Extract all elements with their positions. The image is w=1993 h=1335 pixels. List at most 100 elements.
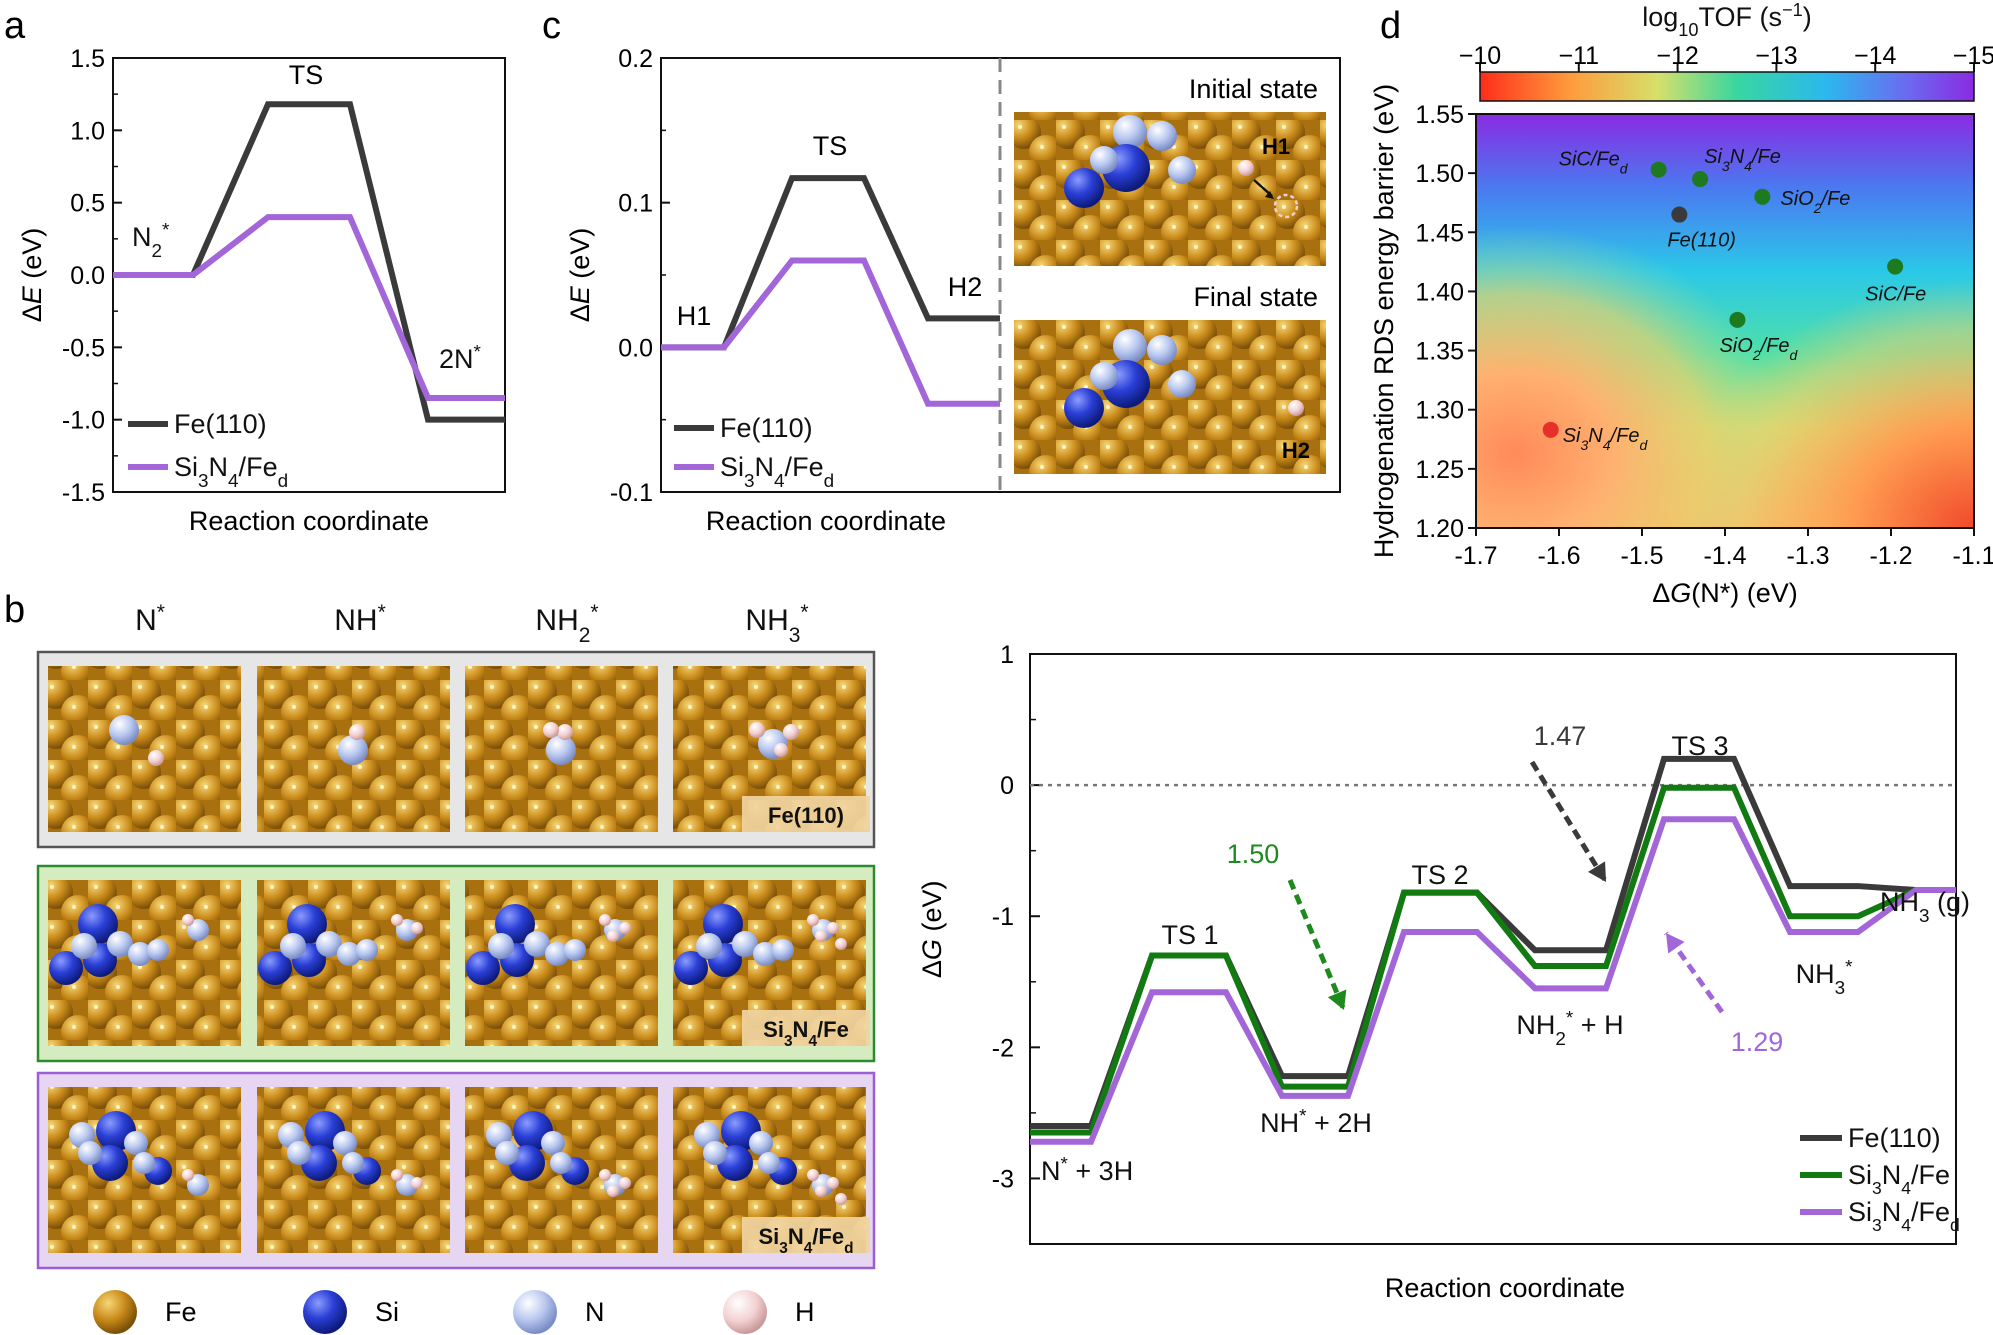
atom-h [607,1185,619,1197]
y-tick-label: 0 [1000,772,1014,800]
arrow-head [1265,191,1274,199]
state-label: TS 2 [1411,860,1468,890]
atom-n [356,939,378,961]
y-tick-label: -1.0 [62,407,105,435]
legend-atom-label: Si [375,1297,399,1327]
legend-atom-label: H [795,1297,815,1327]
atom-h [148,750,164,766]
panel-label-d: d [1380,5,1401,47]
y-tick-label: 0.5 [70,190,105,218]
colorbar-tick-label: −13 [1755,42,1797,70]
atom-h [807,1169,819,1181]
atom-si [49,951,83,985]
atom-n [187,919,209,941]
series-line-si3n4-fed [661,257,1000,407]
row-tag-box [742,1010,870,1046]
y-tick-label: 0.2 [618,45,653,73]
legend-atom-label: Fe [165,1297,197,1327]
atom-h [1288,400,1304,416]
atom-n [109,715,139,745]
atom-n [1113,115,1147,149]
atom-n [524,931,550,957]
atom-h [543,722,559,738]
atom-h [391,1169,403,1181]
atom-n [316,931,342,957]
state-label: NH* + 2H [1260,1106,1372,1139]
atom-n [772,939,794,961]
atom-h [619,922,631,934]
legend-atom-n [513,1290,557,1334]
scatter-point [1671,206,1688,223]
atom-n [1090,362,1118,390]
panel-b-free-energy-diagram: 1 0 -1 -2 -3 ΔG (eV) Reaction coordinate N* + 3… [917,641,1970,1303]
atom-n [342,1152,364,1174]
panel-c-energy-diagram: 0.2 0.1 0.0 -0.1 ΔE (eV) Reaction coordinate H… [565,45,1341,536]
y-tick-label: 1.40 [1415,278,1464,306]
colorbar-tick-label: −14 [1854,42,1897,70]
label-ts: TS [813,131,848,161]
series-line-si3n4-fe [1030,784,1956,1136]
atom-n [749,1131,773,1155]
legend-atom-si [303,1290,347,1334]
atom-h [827,1177,839,1189]
atom-h [182,914,194,926]
label-h2: H2 [1282,438,1310,463]
x-tick-label: -1.1 [1952,542,1993,570]
panel-d-scatter: log10TOF (s−1) −10 −11 −12 −13 −14 −15 -1.7 -1.6… [1369,0,1993,608]
point-label: SiC/Fe [1865,284,1926,306]
row-tag-box [742,1217,870,1253]
atom-h [607,930,619,942]
atom-n [337,942,361,966]
atom-h [749,722,765,738]
state-label: TS 3 [1671,731,1728,761]
point-label: SiC/Fed [1559,149,1629,177]
legend-label: Fe(110) [174,409,267,439]
y-tick-label: -2 [992,1034,1014,1062]
x-axis-title: ΔG(N*) (eV) [1652,578,1798,608]
atom-n [1113,329,1147,363]
atom-si [1064,168,1104,208]
scatter-point [1542,421,1559,438]
legend-atom-fe [93,1290,137,1334]
colorbar [1479,71,1975,102]
atom-n [107,931,133,957]
atom-n [564,939,586,961]
atom-n [1168,156,1196,184]
atom-si [674,951,708,985]
atom-n [1147,121,1177,151]
colorbar-tick-label: −12 [1656,42,1698,70]
atom-si [466,951,500,985]
colorbar-tick-label: −15 [1953,42,1993,70]
atom-h [827,922,839,934]
point-label: Fe(110) [1667,230,1736,252]
structure-row-si3n4-fe: Si3N4/Fe [36,864,876,1063]
atom-h [1238,160,1254,176]
atom-n [550,1152,572,1174]
barrier-label: 1.50 [1227,839,1280,869]
atom-h [807,914,819,926]
point-label: SiO2/Fe [1780,188,1850,216]
panel-label-b: b [4,589,25,631]
label-initial-state: H1 [677,301,712,331]
inset-final-state: Final state H2 [1014,280,1326,474]
row-tag: Si3N4/Fe [763,1017,849,1050]
arrow-head [1327,989,1347,1010]
barrier-label: 1.47 [1534,721,1587,751]
inset-title: Initial state [1189,74,1318,104]
legend-label: Si3N4/Fed [1848,1197,1960,1235]
label-ts: TS [289,60,324,90]
legend-label: Si3N4/Fed [720,452,834,492]
inset-header [1014,280,1326,320]
y-tick-label: 1.55 [1415,101,1464,129]
inset-title: Final state [1193,282,1318,312]
y-axis-title: ΔG (eV) [917,881,947,979]
atom-n [338,735,368,765]
atom-h [599,1169,611,1181]
structure-cell [48,666,241,832]
colorbar-title: log10TOF (s−1) [1642,0,1812,40]
y-axis-title: ΔE (eV) [565,228,595,323]
atom-h [783,724,799,740]
panel-label-c: c [542,5,561,47]
y-tick-label: -0.5 [62,334,105,362]
x-axis-title: Reaction coordinate [706,506,946,536]
